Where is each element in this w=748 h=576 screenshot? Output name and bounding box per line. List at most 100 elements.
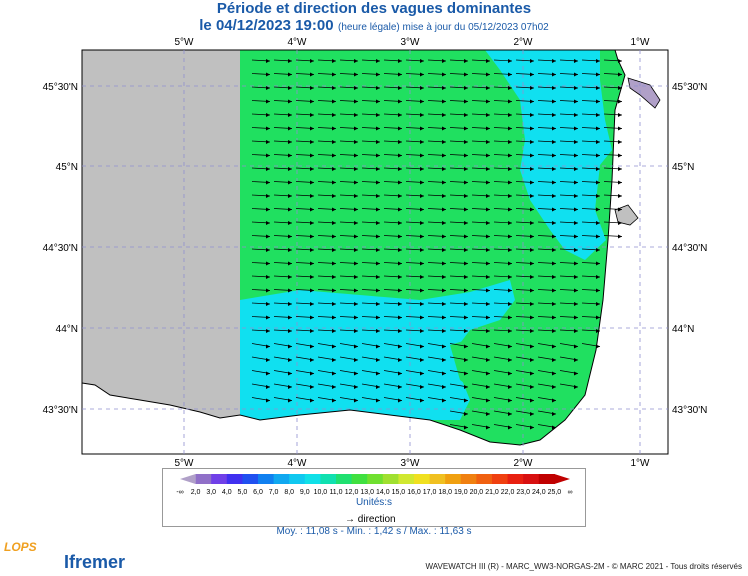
arrow-head [354,99,358,104]
arrow-head [310,72,314,77]
arrow-head [354,302,358,306]
arrow-head [398,140,402,144]
arrow-head [266,59,270,63]
lat-label-right: 45°30'N [672,82,707,93]
arrow-head [574,153,578,158]
arrow-head [332,207,336,212]
colorbar-tick-label: 24,0 [532,489,546,496]
arrow-head [266,315,270,320]
arrow-head [310,99,314,104]
arrow-head [574,315,578,320]
arrow-head [376,358,380,362]
colorbar-tick-label: 20,0 [470,489,484,496]
arrow-head [552,412,556,416]
arrow-head [574,329,578,333]
arrow-head [552,385,556,389]
arrow-head [464,113,468,117]
arrow-head [420,248,424,252]
arrow-head [266,180,270,185]
arrow-head [464,315,468,320]
arrow-head [288,371,292,376]
colorbar-cell [460,474,477,484]
wave-map: 5°W 4°W 3°W 2°W 1°W 5°W 4°W 3°W 2°W 1°W 45°30'N4… [43,37,708,469]
arrow-head [442,59,446,63]
arrow-head [508,140,512,144]
arrow-head [596,275,600,279]
arrow-head [332,126,336,131]
arrow-head [552,329,556,333]
arrow-head [442,371,446,376]
arrow-head [508,344,512,349]
arrow-head [442,194,446,198]
colorbar-tick-label: 18,0 [438,489,452,496]
arrow-head [486,329,490,333]
arrow-head [464,358,468,362]
arrow-head [464,288,468,293]
arrow-head [508,86,512,90]
arrow-head [618,207,622,212]
arrow-head [310,153,314,158]
arrow-head [266,221,270,225]
arrow-head [332,275,336,279]
lon-label-top: 5°W [175,37,195,48]
arrow-head [420,371,424,376]
arrow-head [376,288,380,293]
lon-label-top: 2°W [514,37,534,48]
arrow-head [442,167,446,171]
colorbar-cell [289,474,306,484]
arrow-head [486,234,490,239]
colorbar-cell [429,474,446,484]
lon-label-top: 1°W [631,37,651,48]
arrow-head [376,207,380,212]
arrow-head [288,221,292,225]
arrow-head [332,72,336,77]
arrow-head [552,425,556,430]
arrow-head [332,248,336,252]
arrow-head [288,385,292,389]
arrow-head [574,59,578,63]
arrow-head [574,167,578,171]
arrow-head [508,180,512,185]
arrow-head [442,315,446,320]
arrow-head [266,86,270,90]
arrow-head [596,302,600,306]
arrow-head [552,248,556,252]
arrow-head [398,59,402,63]
arrow-head [530,371,534,376]
arrow-head [442,126,446,131]
arrow-head [618,113,622,117]
colorbar-cell [367,474,384,484]
arrow-head [398,302,402,306]
arrow-head [618,153,622,158]
arrow-head [596,194,600,198]
arrow-head [486,275,490,279]
arrow-head [310,302,314,306]
arrow-head [486,113,490,117]
colorbar-tick-label: 22,0 [501,489,515,496]
arrow-head [618,221,622,225]
arrow-head [398,86,402,90]
arrow-head [332,140,336,144]
arrow-head [442,86,446,90]
graticule [82,50,668,454]
arrow-head [310,59,314,63]
arrow-head [420,234,424,239]
arrow-head [332,194,336,198]
arrow-head [530,72,534,77]
arrow-head [464,140,468,144]
arrow-head [442,140,446,144]
arrow-head [266,344,270,349]
arrow-head [530,126,534,131]
arrow-head [266,248,270,252]
colorbar-tick-label: 8,0 [284,489,294,496]
colorbar-tick-label: 5,0 [238,489,248,496]
arrow-head [552,194,556,198]
colorbar-tick-label: 23,0 [516,489,530,496]
arrow-head [596,126,600,131]
lat-label-left: 44°30'N [43,243,78,254]
arrow-head [310,329,314,333]
colorbar-cell [382,474,399,484]
arrow-head [288,59,292,63]
colorbar-tick-label: 12,0 [345,489,359,496]
colorbar-cell [258,474,275,484]
